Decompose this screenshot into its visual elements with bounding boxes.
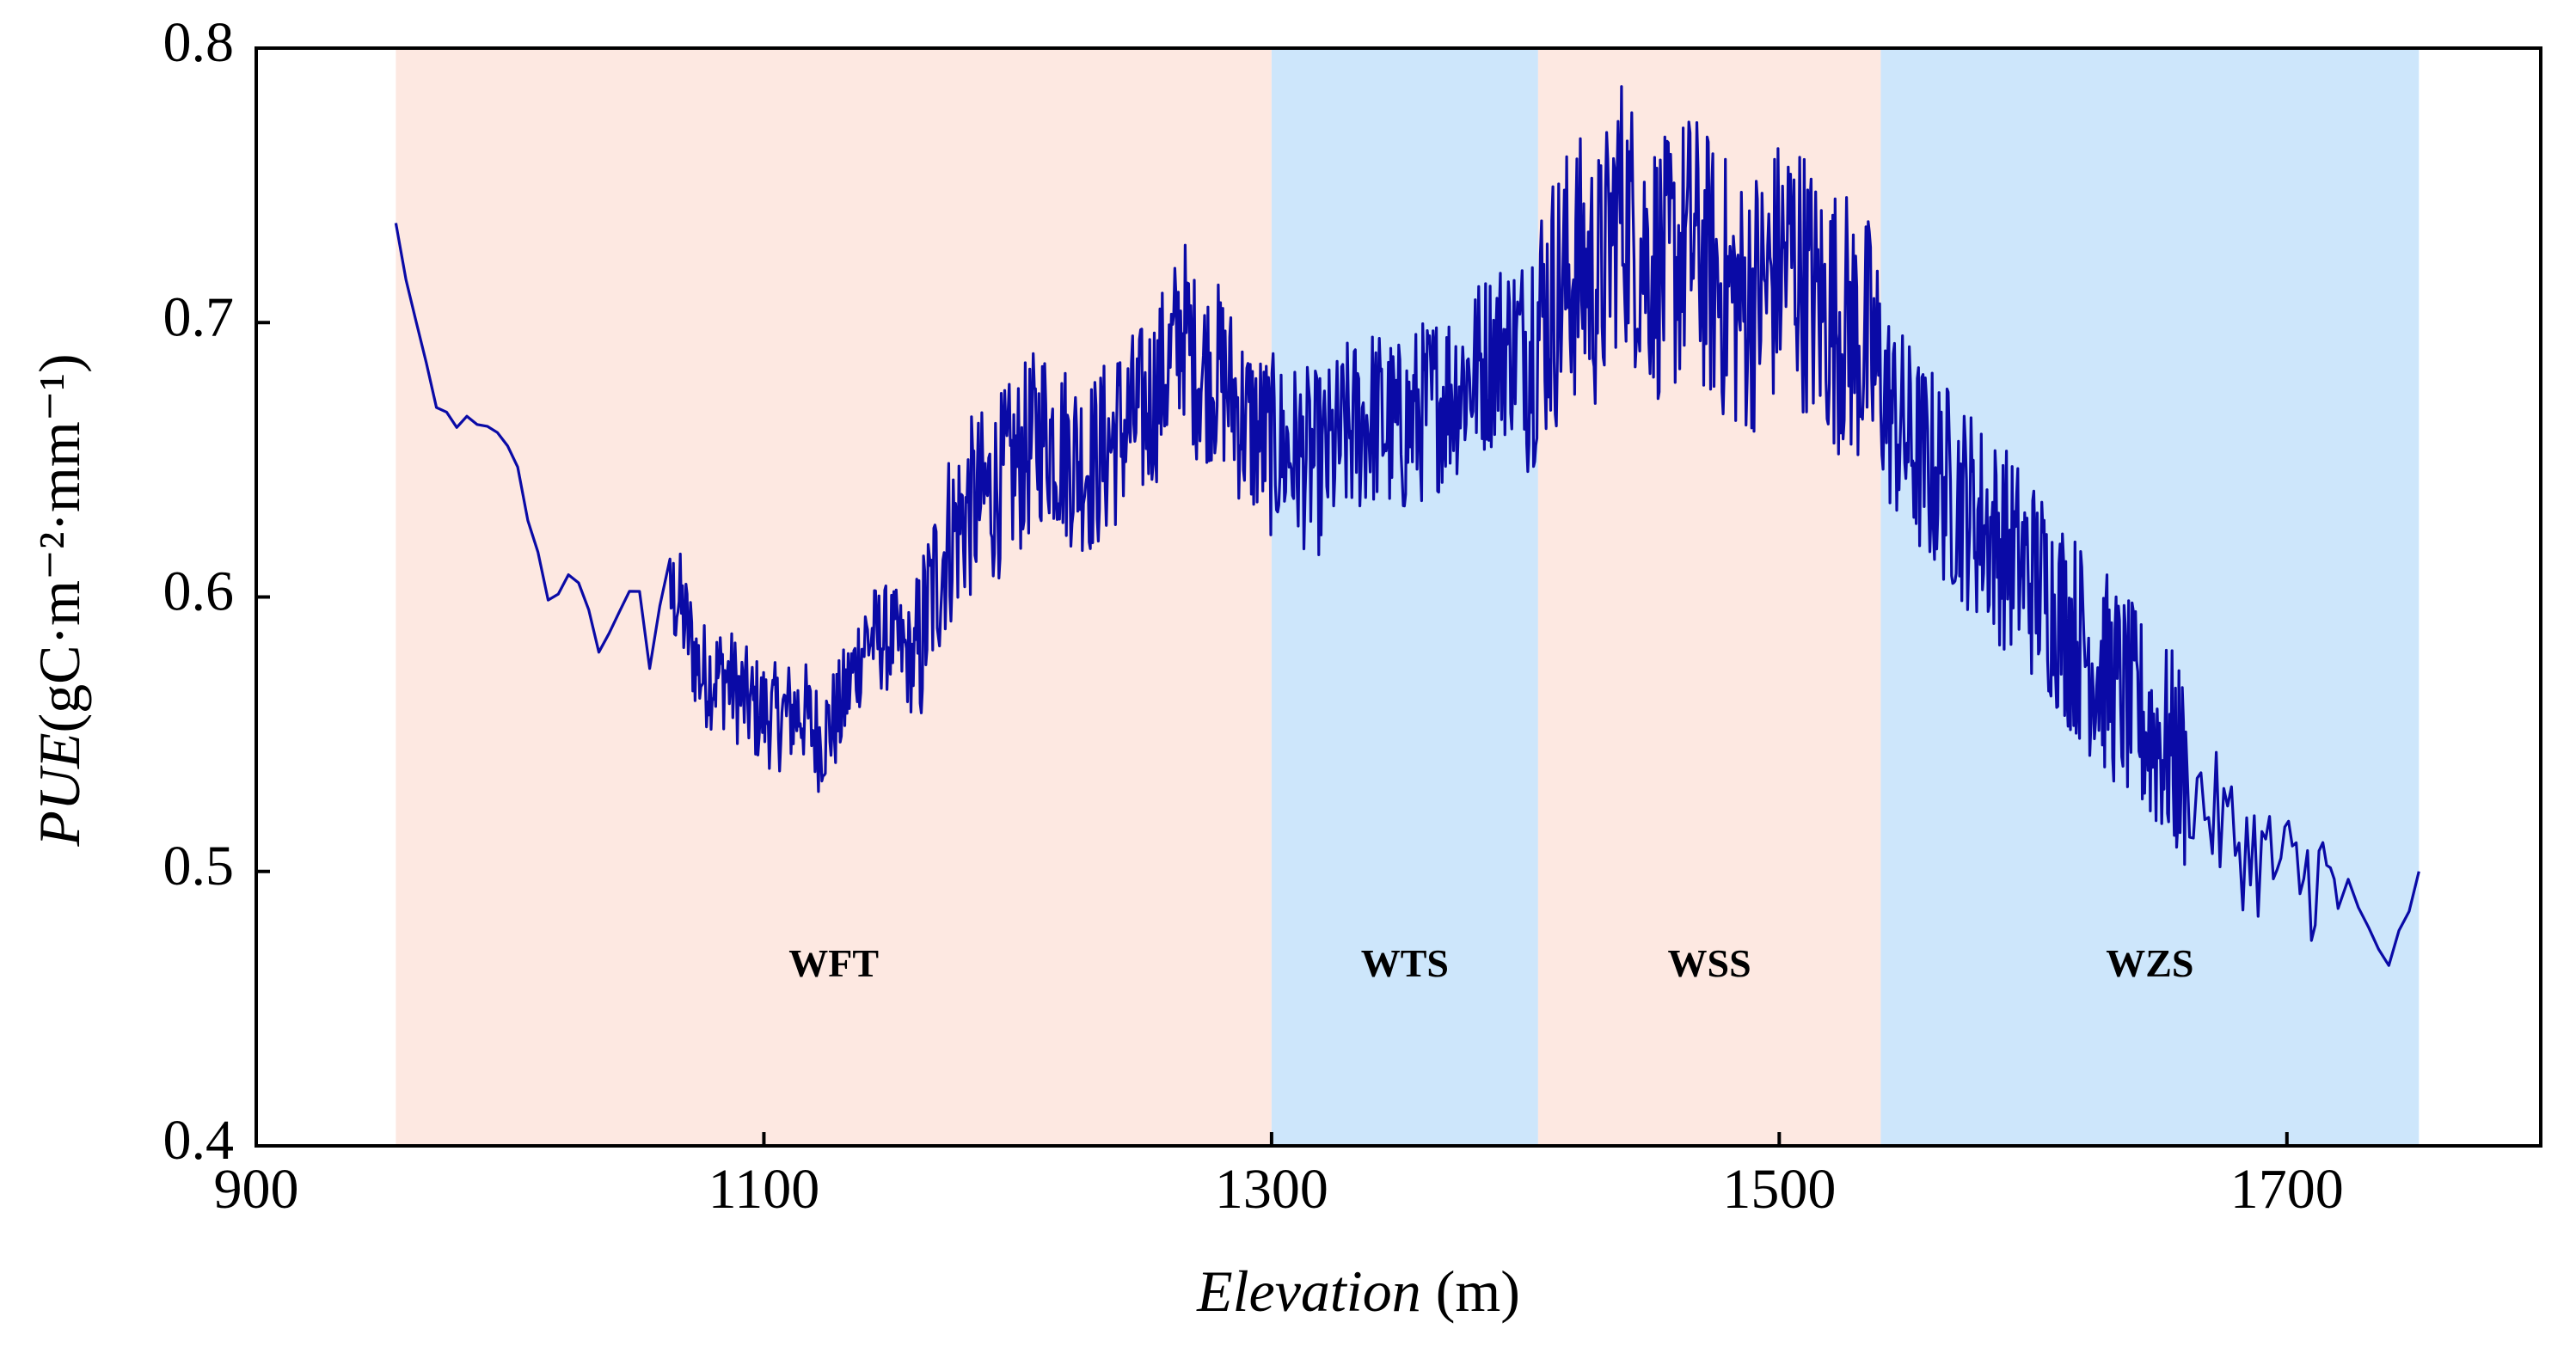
- vegetation-zone-bands: [396, 48, 2420, 1146]
- y-tick-label: 0.6: [163, 560, 235, 623]
- pue-series: [394, 85, 2420, 967]
- y-tick-label: 0.5: [163, 835, 235, 897]
- zone-band-wft: [396, 48, 1272, 1146]
- x-tick-label: 1300: [1215, 1158, 1328, 1221]
- y-tick-label: 0.7: [163, 285, 235, 348]
- x-tick-label: 1500: [1722, 1158, 1836, 1221]
- y-axis-unit: (gC·m⁻²·mm⁻¹): [27, 353, 92, 732]
- x-axis-ticks: 900 1100 1300 1500 1700: [214, 1132, 2344, 1221]
- y-tick-label: 0.8: [163, 11, 235, 74]
- vegetation-zone-labels: WFT WTS WSS WZS: [788, 941, 2193, 985]
- zone-label-wts: WTS: [1361, 941, 1449, 985]
- x-tick-label: 900: [214, 1158, 299, 1221]
- x-tick-label: 1700: [2230, 1158, 2344, 1221]
- y-axis-ticks: 0.4 0.5 0.6 0.7 0.8: [163, 11, 270, 1172]
- zone-band-wts: [1271, 48, 1538, 1146]
- pue-line: [394, 85, 2420, 967]
- y-tick-label: 0.4: [163, 1109, 235, 1172]
- x-tick-label: 1100: [708, 1158, 820, 1221]
- zone-band-wzs: [1880, 48, 2420, 1146]
- x-axis-variable: Elevation: [1196, 1258, 1421, 1324]
- zone-label-wss: WSS: [1668, 941, 1751, 985]
- x-axis-title: Elevation (m): [1196, 1258, 1520, 1324]
- y-axis-title: PUE(gC·m⁻²·mm⁻¹): [27, 353, 92, 847]
- x-axis-unit: (m): [1421, 1258, 1520, 1324]
- y-axis-variable: PUE: [27, 732, 92, 847]
- zone-label-wft: WFT: [788, 941, 879, 985]
- zone-label-wzs: WZS: [2106, 941, 2193, 985]
